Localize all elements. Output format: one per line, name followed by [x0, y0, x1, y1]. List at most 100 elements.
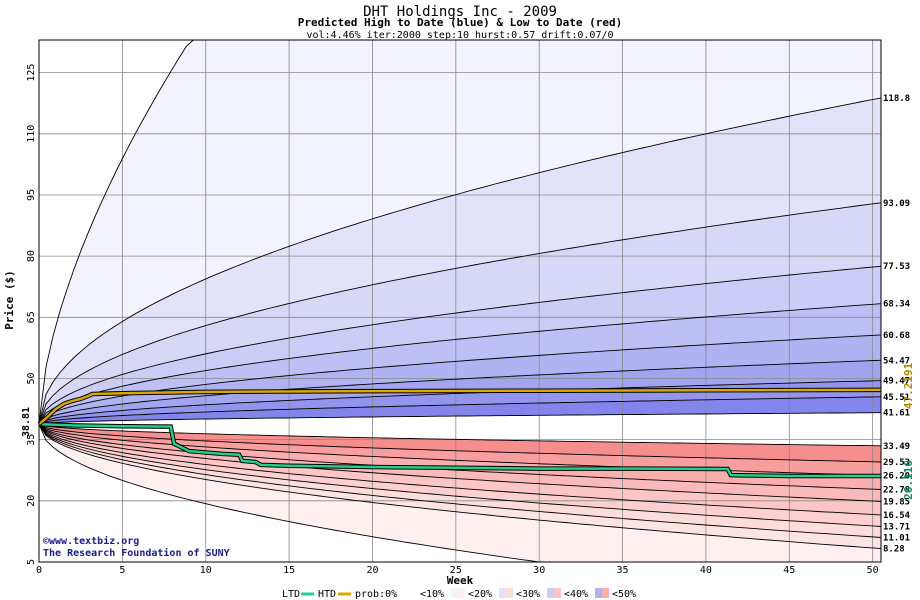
organization-text: The Research Foundation of SUNY: [43, 547, 230, 559]
y-tick-label: 65: [26, 311, 37, 323]
legend-lt40-swatch-blue: [595, 588, 602, 598]
band-boundary-6: [38, 359, 882, 425]
high-end-label: 54.47: [883, 356, 910, 366]
y-tick-label: 20: [26, 495, 37, 507]
legend-lt20-swatch-red: [506, 588, 513, 598]
x-tick-label: 20: [366, 565, 378, 576]
low-band-5: [39, 424, 881, 502]
low-end-label: 33.49: [883, 442, 910, 452]
band-boundary-4: [38, 303, 882, 425]
high-end-label: 118.8: [883, 94, 910, 104]
band-boundary-7: [38, 380, 882, 425]
band-boundary-15: [38, 423, 882, 502]
plot-frame: [38, 39, 882, 563]
low-band-6: [39, 424, 881, 490]
y-tick-label: 5: [26, 559, 37, 565]
htd-line: [38, 388, 882, 426]
legend-htd-label: HTD: [318, 589, 336, 600]
x-tick-label: 40: [700, 565, 712, 576]
y-tick-label: 80: [26, 250, 37, 262]
band-boundaries: [38, 39, 882, 563]
legend-prob0-label: prob:0%: [355, 589, 397, 600]
high-band-0: [39, 40, 881, 425]
low-end-label: 29.53: [883, 458, 910, 468]
y-tick-label: 50: [26, 372, 37, 384]
high-band-3: [39, 266, 881, 425]
start-price-label: 38.81: [21, 407, 32, 437]
low-end-label: 22.78: [883, 486, 910, 496]
ltd-line: [38, 422, 881, 478]
band-boundary-14: [38, 423, 882, 516]
low-end-label: 8.28: [883, 545, 905, 555]
band-boundary-5: [38, 334, 882, 425]
high-band-5: [39, 334, 881, 425]
series-lines: [37, 387, 882, 479]
legend-lt10-swatch-red: [458, 588, 465, 598]
low-band-3: [39, 424, 881, 527]
legend-lt40-label: <40%: [564, 589, 588, 600]
band-boundary-16: [38, 423, 882, 490]
y-axis-label: Price ($): [3, 270, 16, 330]
probability-bands: [39, 40, 881, 562]
y-tick-label: 110: [26, 125, 37, 143]
x-axis-label: Week: [447, 574, 474, 587]
y-tick-label: 125: [26, 64, 37, 82]
band-boundary-18: [38, 423, 882, 463]
band-boundary-3: [38, 265, 882, 425]
low-end-label: 26.20: [883, 472, 910, 482]
legend-prob0-swatch: [400, 588, 414, 598]
band-boundary-12: [38, 423, 882, 538]
band-boundary-1: [38, 97, 882, 425]
ltd-end-label: 26.116: [902, 460, 915, 500]
x-tick-label: 15: [283, 565, 295, 576]
legend-lt40-swatch-red: [602, 588, 609, 598]
band-boundary-8: [38, 396, 882, 425]
y-tick-labels: 5 20 35 50 65 80 95 110 125: [26, 64, 37, 565]
chart-params: vol:4.46% iter:2000 step:10 hurst:0.57 d…: [306, 30, 613, 41]
low-band-7: [39, 424, 881, 476]
low-end-label: 16.54: [883, 511, 911, 521]
legend-lt20-swatch-blue: [499, 588, 506, 598]
low-band-4: [39, 424, 881, 515]
high-end-label: 49.47: [883, 377, 910, 387]
x-tick-label: 30: [533, 565, 545, 576]
high-band-4: [39, 303, 881, 425]
legend-lt10-label: <10%: [420, 589, 444, 600]
high-end-label: 45.51: [883, 393, 910, 403]
high-end-label: 93.09: [883, 199, 910, 209]
end-value-labels: 118.8 93.09 77.53 68.34 60.68 54.47 49.47 45.51…: [883, 94, 911, 555]
legend-ltd-label: LTD: [282, 589, 300, 600]
legend-lt30-label: <30%: [516, 589, 540, 600]
band-boundary-19: [38, 423, 882, 447]
band-boundary-11: [38, 423, 882, 550]
low-end-label: 13.71: [883, 523, 910, 533]
x-tick-label: 10: [200, 565, 212, 576]
high-end-label: 68.34: [883, 300, 911, 310]
x-tick-label: 35: [617, 565, 629, 576]
legend: LTD HTD prob:0% <10% <20% <30% <40% <50%: [282, 588, 636, 600]
legend-lt30-swatch-red: [554, 588, 561, 598]
x-tick-label: 5: [119, 565, 125, 576]
high-band-8: [39, 396, 881, 425]
high-end-label: 60.68: [883, 331, 910, 341]
chart-subtitle: Predicted High to Date (blue) & Low to D…: [298, 16, 623, 29]
band-boundary-2: [38, 202, 882, 425]
band-boundary-9: [38, 412, 881, 425]
y-tick-label: 95: [26, 189, 37, 201]
band-boundary-13: [38, 423, 882, 527]
legend-lt50-label: <50%: [612, 589, 636, 600]
htd-end-label: 47.2191: [902, 362, 915, 409]
low-end-label: 19.85: [883, 497, 910, 507]
low-band-0: [39, 424, 881, 562]
x-tick-label: 25: [450, 565, 462, 576]
legend-lt20-label: <20%: [468, 589, 492, 600]
y-tick-label: 35: [26, 434, 37, 446]
legend-lt10-swatch-blue: [451, 588, 458, 598]
low-band-8: [39, 424, 881, 462]
low-band-1: [39, 424, 881, 549]
high-band-2: [39, 202, 881, 425]
low-end-label: 11.01: [883, 534, 910, 544]
high-end-label: 77.53: [883, 262, 910, 272]
high-end-label: 41.61: [883, 409, 910, 419]
